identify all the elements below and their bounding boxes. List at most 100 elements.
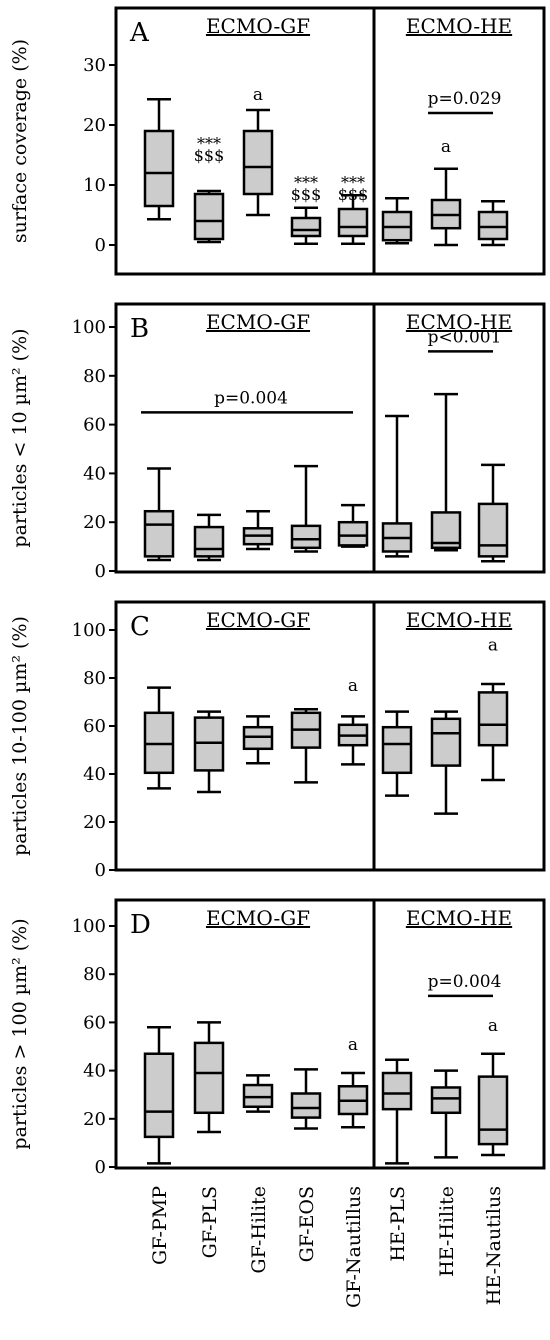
y-tick-label: 20: [83, 1109, 106, 1130]
iqr-box: [193, 1041, 225, 1115]
y-tick-label: 100: [72, 916, 106, 937]
x-tick-label-gf-eos: GF-EOS: [296, 1186, 318, 1262]
box-gf-pls: [193, 1021, 225, 1134]
group-label-gf: ECMO-GF: [206, 14, 310, 38]
x-tick-label-he-hilite: HE-Hilite: [436, 1186, 458, 1277]
box-gf-hilite: [242, 108, 274, 217]
box-gf-nautillus: [337, 715, 369, 766]
box-gf-hilite: [242, 1074, 274, 1113]
y-tick-label: 60: [83, 1012, 106, 1033]
x-tick-label-gf-nautillus: GF-Nautillus: [343, 1186, 365, 1308]
iqr-box: [290, 216, 322, 238]
panel-letter: A: [129, 18, 150, 48]
y-axis-label: surface coverage (%): [9, 39, 31, 243]
y-tick-label: 40: [83, 1061, 106, 1082]
panel-frame: [114, 302, 546, 574]
iqr-box: [337, 207, 369, 238]
y-tick-label: 30: [83, 55, 106, 76]
box-he-hilite: [430, 167, 462, 247]
box-gf-pmp: [143, 97, 175, 221]
significance-annotation: a: [348, 676, 358, 696]
panel-frame: [114, 600, 546, 872]
box-he-nautilus: [477, 682, 509, 782]
iqr-box: [477, 210, 509, 241]
y-tick-label: 100: [72, 620, 106, 641]
iqr-box: [337, 520, 369, 547]
group-label-gf: ECMO-GF: [206, 310, 310, 334]
box-he-hilite: [430, 710, 462, 815]
box-gf-pmp: [143, 686, 175, 790]
box-gf-pmp: [143, 467, 175, 562]
panel-c: 0 20 40 60 80 100 particles 10-100 µm² (%) C ECM…: [9, 600, 546, 881]
iqr-box: [381, 725, 413, 775]
iqr-box: [143, 509, 175, 558]
y-axis-label: particles > 100 µm² (%): [9, 918, 31, 1149]
significance-annotation: a: [253, 85, 263, 105]
y-axis-label: particles < 10 µm² (%): [9, 328, 31, 547]
box-gf-nautillus: [337, 503, 369, 548]
panel-letter: D: [130, 910, 151, 940]
significance-annotation: ***: [294, 173, 318, 192]
significance-annotation: $$$: [194, 146, 225, 165]
box-he-pls: [381, 196, 413, 245]
significance-annotation: ***: [341, 173, 365, 192]
box-gf-pls: [193, 189, 225, 244]
box-he-pls: [381, 1058, 413, 1165]
y-tick-label: 100: [72, 317, 106, 338]
y-tick-label: 40: [83, 764, 106, 785]
p-value-label: p<0.001: [428, 327, 502, 347]
significance-annotation: $$$: [291, 185, 322, 204]
y-tick-label: 10: [83, 175, 106, 196]
iqr-box: [193, 192, 225, 241]
y-tick-label: 40: [83, 463, 106, 484]
significance-annotation: a: [441, 137, 451, 157]
y-tick-label: 20: [83, 115, 106, 136]
p-value-label: p=0.004: [214, 388, 288, 408]
box-he-pls: [381, 414, 413, 558]
iqr-box: [430, 717, 462, 767]
p-value-label: p=0.029: [428, 89, 502, 109]
panel-d: 0 20 40 60 80 100 particles > 100 µm² (%) D ECMO…: [9, 898, 546, 1178]
box-gf-pls: [193, 513, 225, 562]
panel-frame: [114, 898, 546, 1170]
panel-b: 0 20 40 60 80 100 particles < 10 µm² (%) B ECMO-…: [9, 302, 546, 582]
group-label-he: ECMO-HE: [406, 608, 512, 632]
panel-frame: [114, 6, 546, 276]
iqr-box: [381, 1071, 413, 1111]
box-he-hilite: [430, 392, 462, 552]
iqr-box: [193, 525, 225, 558]
group-label-he: ECMO-HE: [406, 310, 512, 334]
panel-letter: B: [130, 314, 149, 344]
box-gf-eos: [290, 206, 322, 246]
iqr-box: [477, 691, 509, 747]
iqr-box: [143, 1052, 175, 1139]
x-tick-label-gf-hilite: GF-Hilite: [248, 1186, 270, 1274]
y-tick-label: 20: [83, 812, 106, 833]
y-axis-label: particles 10-100 µm² (%): [9, 616, 31, 856]
significance-annotation: a: [348, 1035, 358, 1055]
y-tick-label: 80: [83, 668, 106, 689]
significance-annotation: $$$: [338, 185, 369, 204]
significance-annotation: a: [488, 1016, 498, 1036]
box-gf-hilite: [242, 509, 274, 551]
group-label-gf: ECMO-GF: [206, 906, 310, 930]
box-gf-pmp: [143, 1025, 175, 1165]
y-tick-label: 0: [95, 561, 106, 582]
box-he-nautilus: [477, 463, 509, 563]
panel-letter: C: [130, 612, 150, 642]
box-gf-eos: [290, 1068, 322, 1130]
box-he-nautilus: [477, 199, 509, 247]
x-tick-label-he-nautilus: HE-Nautilus: [483, 1186, 505, 1305]
y-tick-label: 0: [95, 235, 106, 256]
box-gf-nautillus: [337, 1071, 369, 1129]
box-he-hilite: [430, 1069, 462, 1159]
x-tick-label-gf-pls: GF-PLS: [199, 1186, 221, 1258]
x-tick-label-gf-pmp: GF-PMP: [149, 1186, 171, 1265]
group-label-he: ECMO-HE: [406, 906, 512, 930]
iqr-box: [477, 1075, 509, 1146]
y-tick-label: 60: [83, 716, 106, 737]
x-axis-labels: GF-PMP GF-PLS GF-Hilite GF-EOS GF-Nautillus H…: [149, 1186, 505, 1308]
box-gf-hilite: [242, 715, 274, 765]
y-tick-label: 0: [95, 860, 106, 881]
